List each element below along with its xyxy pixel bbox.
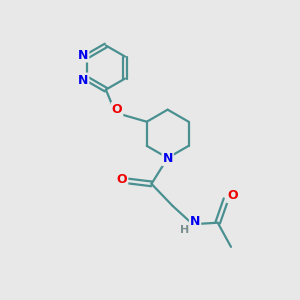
Text: O: O bbox=[227, 189, 238, 202]
Text: O: O bbox=[112, 103, 122, 116]
Text: H: H bbox=[180, 225, 189, 235]
Text: N: N bbox=[78, 74, 88, 87]
Text: N: N bbox=[78, 49, 88, 62]
Text: N: N bbox=[163, 152, 173, 165]
Text: N: N bbox=[190, 215, 200, 228]
Text: O: O bbox=[117, 173, 127, 186]
